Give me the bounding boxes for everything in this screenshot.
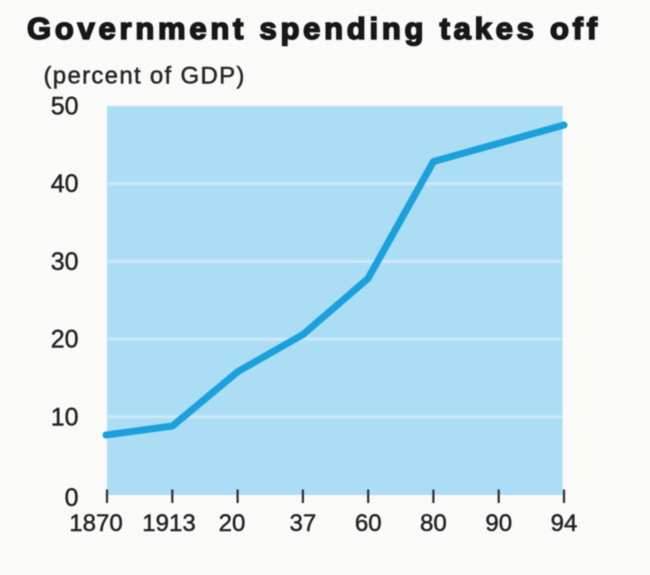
svg-text:0: 0 — [65, 484, 79, 512]
svg-text:20: 20 — [51, 326, 79, 354]
svg-text:80: 80 — [420, 510, 447, 537]
svg-text:60: 60 — [355, 510, 382, 537]
svg-text:40: 40 — [51, 170, 79, 198]
svg-text:50: 50 — [51, 93, 79, 121]
svg-text:94: 94 — [551, 510, 578, 537]
svg-text:(percent of GDP): (percent of GDP) — [44, 63, 246, 90]
svg-text:1870: 1870 — [69, 510, 122, 537]
svg-text:90: 90 — [485, 510, 512, 537]
svg-text:Government spending takes off: Government spending takes off — [27, 11, 601, 46]
svg-text:30: 30 — [51, 248, 79, 276]
svg-text:10: 10 — [51, 403, 79, 431]
svg-text:1913: 1913 — [142, 510, 195, 537]
svg-text:37: 37 — [290, 510, 317, 537]
svg-text:20: 20 — [219, 510, 246, 537]
